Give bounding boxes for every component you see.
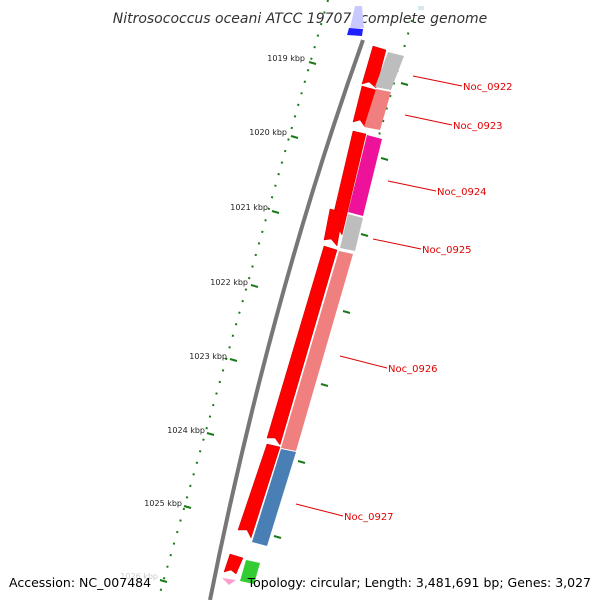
cds-arrow [323, 208, 344, 247]
cog-band [375, 52, 404, 90]
map-title: Nitrosococcus oceani ATCC 19707, complet… [113, 11, 488, 27]
tick-label: 1024 kbp [167, 426, 205, 435]
cds-arrow [237, 443, 281, 539]
topology-text: Topology: circular; Length: 3,481,691 bp… [247, 575, 591, 590]
cog-bands [222, 52, 404, 585]
gene-label[interactable]: Noc_0922 [463, 82, 513, 93]
cog-band [252, 449, 296, 546]
inner-ticks [273, 82, 409, 539]
cog-band [348, 135, 382, 216]
callout-line [404, 114, 453, 126]
cds-arrow [352, 85, 377, 128]
tick-label: 1025 kbp [144, 499, 182, 508]
callout-line [412, 75, 463, 87]
cds-arrow [223, 553, 244, 575]
callout-line [387, 180, 437, 192]
gene-label[interactable]: Noc_0924 [437, 187, 487, 198]
tick-label: 1023 kbp [189, 352, 227, 361]
feature-top-small [418, 6, 424, 10]
feature-top-light [350, 6, 364, 28]
callout-line [295, 503, 344, 517]
cog-band [281, 251, 353, 451]
feature-top-blue [347, 28, 363, 36]
callout-line [339, 355, 388, 369]
cog-band [364, 89, 391, 130]
tick-label: 1021 kbp [230, 203, 268, 212]
tick-mark [250, 284, 259, 288]
gene-label[interactable]: Noc_0926 [388, 364, 438, 375]
genome-backbone [208, 39, 365, 600]
accession-text: Accession: NC_007484 [9, 575, 151, 590]
tick-mark [159, 579, 168, 583]
tick-label: 1019 kbp [267, 54, 305, 63]
gene-label[interactable]: Noc_0925 [422, 245, 472, 256]
gene-label[interactable]: Noc_0927 [344, 512, 394, 523]
tick-mark [229, 358, 238, 362]
tick-label: 1026 kbp [120, 572, 158, 581]
tick-mark [183, 505, 192, 509]
gene-label[interactable]: Noc_0923 [453, 121, 503, 132]
tick-mark [206, 432, 215, 436]
callout-line [372, 238, 422, 250]
gene-callouts: Noc_0922 Noc_0923 Noc_0924 Noc_0925 Noc_… [295, 75, 513, 523]
cog-band [240, 560, 260, 584]
tick-mark [271, 210, 280, 214]
cog-band [340, 214, 363, 251]
tick-label: 1022 kbp [210, 278, 248, 287]
cds-arrow [361, 45, 387, 89]
cds-arrow [266, 245, 338, 446]
tick-mark [290, 135, 299, 139]
tick-mark [308, 61, 317, 65]
scale-ticks: 1019 kbp 1020 kbp 1021 kbp 1022 kbp 1023… [120, 54, 317, 583]
tick-label: 1020 kbp [249, 128, 287, 137]
cds-features [223, 45, 387, 575]
cog-band [222, 578, 236, 585]
